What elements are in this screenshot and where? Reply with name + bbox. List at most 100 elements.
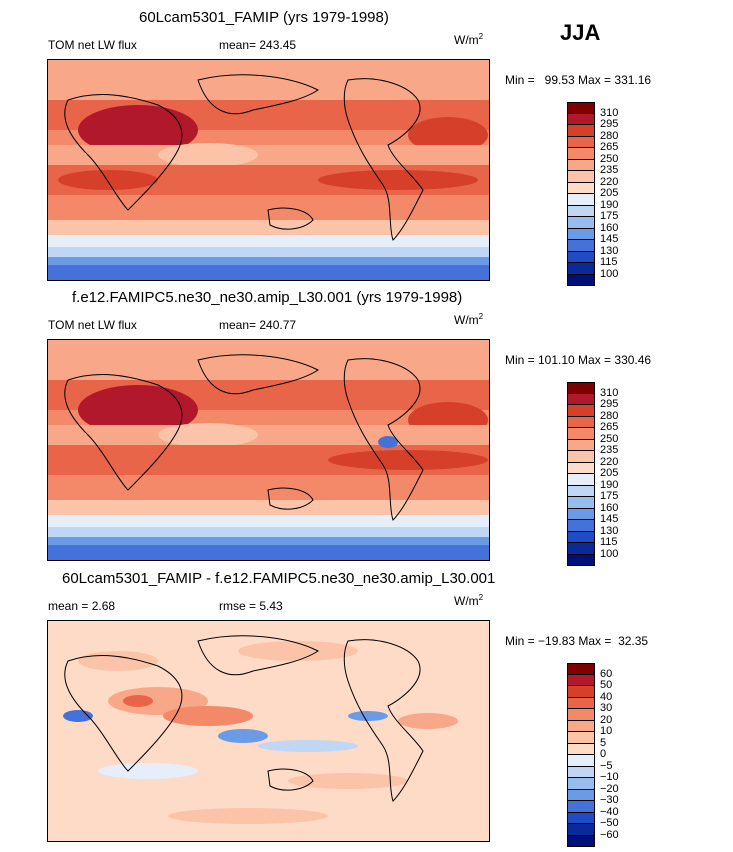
panel-3-map (47, 620, 490, 842)
colorbar-tick-label: 130 (600, 524, 619, 537)
colorbar-tick-label: 145 (600, 513, 619, 525)
colorbar-tick-label: 100 (600, 547, 619, 560)
panel-1-mean-label: mean= 243.45 (219, 38, 297, 52)
colorbar-swatch (567, 405, 595, 417)
colorbar-swatch (567, 485, 595, 497)
panel-3-units: W/m2 (454, 593, 484, 608)
colorbar-tick-label: 10 (600, 725, 613, 737)
colorbar-tick-label: 115 (600, 536, 618, 548)
colorbar-swatch (567, 439, 595, 451)
colorbar-swatch (567, 102, 595, 114)
panel-2-contour-field (48, 340, 489, 560)
colorbar-tick-label: 100 (600, 267, 619, 280)
colorbar-tick-label: 280 (600, 409, 619, 422)
colorbar-tick-label: 295 (600, 118, 619, 130)
colorbar-tick-label: 60 (600, 667, 613, 680)
colorbar-tick-label: 310 (600, 386, 619, 399)
colorbar-swatch (567, 171, 595, 183)
colorbar-tick-label: 220 (600, 175, 619, 188)
colorbar-swatch (567, 531, 595, 543)
panel-1-colorbar (567, 102, 595, 286)
colorbar-tick-label: 175 (600, 490, 619, 502)
colorbar-swatch (567, 136, 595, 148)
colorbar-tick-label: 205 (600, 187, 619, 199)
panel-2-title: f.e12.FAMIPC5.ne30_ne30.amip_L30.001 (yr… (72, 289, 463, 306)
colorbar-swatch (567, 778, 595, 790)
colorbar-swatch (567, 194, 595, 206)
colorbar-tick-label: 115 (600, 256, 618, 268)
colorbar-swatch (567, 801, 595, 813)
colorbar-tick-label: 50 (600, 679, 613, 691)
panel-3-contour-field (48, 621, 489, 841)
colorbar-tick-label: 175 (600, 210, 619, 222)
colorbar-tick-label: 0 (600, 748, 607, 760)
colorbar-swatch (567, 240, 595, 252)
panel-1-variable-label: TOM net LW flux (48, 38, 137, 52)
colorbar-swatch (567, 416, 595, 428)
colorbar-swatch (567, 543, 595, 555)
colorbar-swatch (567, 274, 595, 286)
colorbar-swatch (567, 743, 595, 755)
colorbar-swatch (567, 382, 595, 394)
colorbar-tick-label: 5 (600, 736, 607, 749)
colorbar-swatch (567, 508, 595, 520)
colorbar-tick-label: −60 (600, 828, 619, 841)
colorbar-tick-label: −50 (600, 817, 619, 829)
colorbar-tick-label: 235 (600, 444, 619, 456)
panel-2-map (47, 339, 490, 561)
colorbar-tick-label: 130 (600, 244, 619, 257)
colorbar-swatch (567, 428, 595, 440)
colorbar-swatch (567, 732, 595, 744)
panel-2-mean-label: mean= 240.77 (219, 318, 297, 332)
colorbar-swatch (567, 159, 595, 171)
panel-1-map (47, 59, 490, 281)
colorbar-tick-label: 295 (600, 398, 619, 410)
panel-3-mean-label: mean = 2.68 (48, 599, 116, 613)
colorbar-tick-label: 30 (600, 702, 613, 714)
colorbar-tick-label: 250 (600, 432, 619, 445)
colorbar-swatch (567, 263, 595, 275)
colorbar-swatch (567, 789, 595, 801)
colorbar-swatch (567, 474, 595, 486)
colorbar-tick-label: 20 (600, 713, 613, 726)
colorbar-swatch (567, 217, 595, 229)
panel-2-variable-label: TOM net LW flux (48, 318, 137, 332)
colorbar-swatch (567, 766, 595, 778)
colorbar-tick-label: −30 (600, 794, 619, 806)
colorbar-tick-label: 145 (600, 233, 619, 245)
colorbar-tick-label: 235 (600, 164, 619, 176)
colorbar-tick-label: 205 (600, 467, 619, 479)
colorbar-tick-label: −20 (600, 782, 619, 795)
colorbar-swatch (567, 462, 595, 474)
colorbar-swatch (567, 497, 595, 509)
panel-1-contour-field (48, 60, 489, 280)
panel-3-colorbar (567, 663, 595, 847)
colorbar-swatch (567, 451, 595, 463)
colorbar-swatch (567, 148, 595, 160)
colorbar-swatch (567, 720, 595, 732)
colorbar-swatch (567, 520, 595, 532)
colorbar-swatch (567, 835, 595, 847)
colorbar-swatch (567, 824, 595, 836)
season-label: JJA (560, 20, 601, 45)
colorbar-tick-label: 265 (600, 421, 619, 433)
colorbar-tick-label: 190 (600, 478, 619, 491)
panel-1-units: W/m2 (454, 32, 484, 47)
colorbar-swatch (567, 113, 595, 125)
colorbar-swatch (567, 697, 595, 709)
panel-3-title: 60Lcam5301_FAMIP - f.e12.FAMIPC5.ne30_ne… (62, 570, 496, 587)
panel-1-minmax: Min = 99.53 Max = 331.16 (505, 73, 652, 87)
colorbar-tick-label: 265 (600, 141, 619, 153)
colorbar-swatch (567, 686, 595, 698)
colorbar-swatch (567, 182, 595, 194)
panel-3-rmse-label: rmse = 5.43 (219, 599, 283, 613)
panel-3-minmax: Min = −19.83 Max = 32.35 (505, 634, 649, 648)
panel-2-units: W/m2 (454, 312, 484, 327)
panel-2-colorbar (567, 382, 595, 566)
colorbar-swatch (567, 125, 595, 137)
colorbar-tick-label: −40 (600, 805, 619, 818)
panel-1-title: 60Lcam5301_FAMIP (yrs 1979-1998) (139, 9, 389, 26)
colorbar-swatch (567, 228, 595, 240)
colorbar-tick-label: 190 (600, 198, 619, 211)
colorbar-tick-label: 250 (600, 152, 619, 165)
